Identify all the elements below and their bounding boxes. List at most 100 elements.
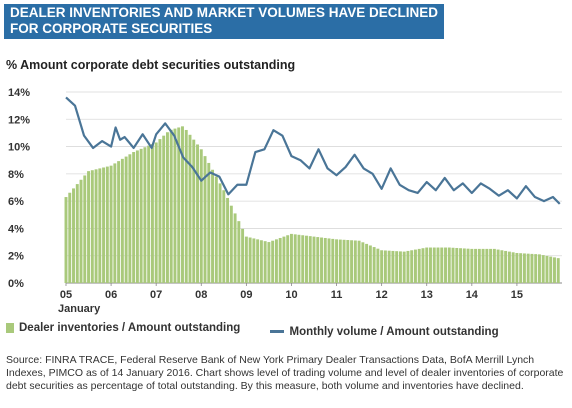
inventory-bar xyxy=(323,237,327,283)
inventory-bar xyxy=(244,236,248,283)
inventory-bar xyxy=(500,250,504,283)
inventory-bar xyxy=(75,184,79,283)
x-tick-label: 05 xyxy=(60,289,72,301)
inventory-bar xyxy=(229,205,233,283)
inventory-bar xyxy=(305,235,308,283)
chart-area: 0% 2% 4% 6% 8% 10% 12% 14% 05 06 07 08 09 10 11 12 13 14 1… xyxy=(8,87,562,315)
inventory-bar xyxy=(541,255,545,283)
inventory-bar xyxy=(477,248,481,283)
inventory-bar xyxy=(248,237,252,283)
x-tick-label: 12 xyxy=(376,289,388,301)
y-axis-label: % Amount corporate debt securities outst… xyxy=(6,58,296,72)
inventory-bar xyxy=(263,241,267,283)
inventory-bar xyxy=(128,154,132,283)
y-tick-label: 12% xyxy=(8,114,30,126)
x-tick-label: 06 xyxy=(105,289,117,301)
inventory-bar xyxy=(507,251,511,283)
y-tick-label: 14% xyxy=(8,87,30,99)
inventory-bar xyxy=(342,239,346,283)
inventory-bar xyxy=(519,253,523,283)
inventory-bar xyxy=(462,248,466,283)
inventory-bar xyxy=(120,158,124,283)
inventory-bar xyxy=(485,248,489,283)
inventory-bar xyxy=(492,248,496,283)
inventory-bar xyxy=(169,129,173,283)
inventory-bar xyxy=(158,139,162,283)
inventory-bar xyxy=(496,249,500,283)
inventory-bar xyxy=(376,248,380,283)
y-tick-label: 8% xyxy=(8,169,24,181)
inventory-bar xyxy=(226,197,230,283)
inventory-bar xyxy=(256,239,260,283)
inventory-bar xyxy=(222,190,226,283)
inventory-bar xyxy=(417,248,421,283)
inventory-bar xyxy=(150,144,154,283)
inventory-bar xyxy=(481,248,485,283)
inventory-bar xyxy=(165,132,169,283)
chart-title-line-1: DEALER INVENTORIES AND MARKET VOLUMES HA… xyxy=(10,5,439,20)
inventory-bar xyxy=(147,145,151,283)
inventory-bar xyxy=(173,128,177,283)
inventory-bar xyxy=(293,234,297,283)
inventory-bar xyxy=(357,240,361,283)
inventory-bar xyxy=(455,247,459,283)
inventory-bar xyxy=(383,250,387,283)
inventory-bar xyxy=(511,252,515,283)
inventory-bar xyxy=(252,238,256,283)
inventory-bar xyxy=(143,147,147,283)
inventory-bar xyxy=(308,236,312,283)
legend-label-volume: Monthly volume / Amount outstanding xyxy=(289,325,499,338)
inventory-bar xyxy=(444,247,447,283)
inventory-bar xyxy=(556,258,560,283)
axes: 0% 2% 4% 6% 8% 10% 12% 14% 05 06 07 08 09 10 11 12 13 14 1… xyxy=(8,87,523,315)
inventory-bar xyxy=(331,238,335,283)
inventory-bar xyxy=(271,240,275,283)
inventory-bars xyxy=(64,126,560,283)
inventory-bar xyxy=(90,170,94,283)
legend-label-inventories: Dealer inventories / Amount outstanding xyxy=(19,322,241,334)
inventory-bar xyxy=(274,239,278,283)
inventory-bar xyxy=(327,238,331,283)
inventory-bar xyxy=(553,257,556,283)
inventory-bar xyxy=(515,252,519,283)
inventory-bar xyxy=(132,152,136,283)
inventory-bar xyxy=(83,175,87,283)
inventory-bar xyxy=(466,248,470,283)
chart-title-line-2: FOR CORPORATE SECURITIES xyxy=(10,21,213,36)
inventory-bar xyxy=(117,161,121,283)
inventory-bar xyxy=(530,253,534,283)
y-tick-label: 10% xyxy=(8,142,30,154)
inventory-bar xyxy=(372,247,376,283)
x-tick-label: 10 xyxy=(285,289,297,301)
inventory-bar xyxy=(353,240,357,283)
inventory-bar xyxy=(199,149,203,283)
inventory-bar xyxy=(338,239,342,283)
inventory-bar xyxy=(98,168,102,283)
inventory-bar xyxy=(489,248,493,283)
legend-item-volume: Monthly volume / Amount outstanding xyxy=(269,325,499,338)
volume-line xyxy=(65,96,561,205)
inventory-bar xyxy=(218,183,222,283)
inventory-bar xyxy=(278,237,282,283)
inventory-bar xyxy=(410,250,414,283)
inventory-bar xyxy=(214,176,218,283)
x-tick-label: 11 xyxy=(331,289,343,301)
inventory-bar xyxy=(241,228,245,283)
inventory-bar xyxy=(113,163,117,283)
inventory-bar xyxy=(421,248,425,283)
inventory-bar xyxy=(196,144,199,283)
x-tick-sublabel: January xyxy=(58,303,101,315)
y-tick-label: 0% xyxy=(8,278,24,290)
legend: Dealer inventories / Amount outstanding … xyxy=(6,322,566,338)
inventory-bar xyxy=(177,127,181,283)
inventory-bar xyxy=(459,248,463,283)
inventory-bar xyxy=(429,247,432,283)
inventory-bar xyxy=(233,213,237,283)
inventory-bar xyxy=(335,239,339,283)
inventory-bar xyxy=(301,235,305,283)
inventory-bar xyxy=(470,248,474,283)
x-tick-label: 15 xyxy=(511,289,523,301)
x-tick-label: 09 xyxy=(240,289,252,301)
inventory-bar xyxy=(432,247,436,283)
inventory-bar xyxy=(72,188,75,283)
